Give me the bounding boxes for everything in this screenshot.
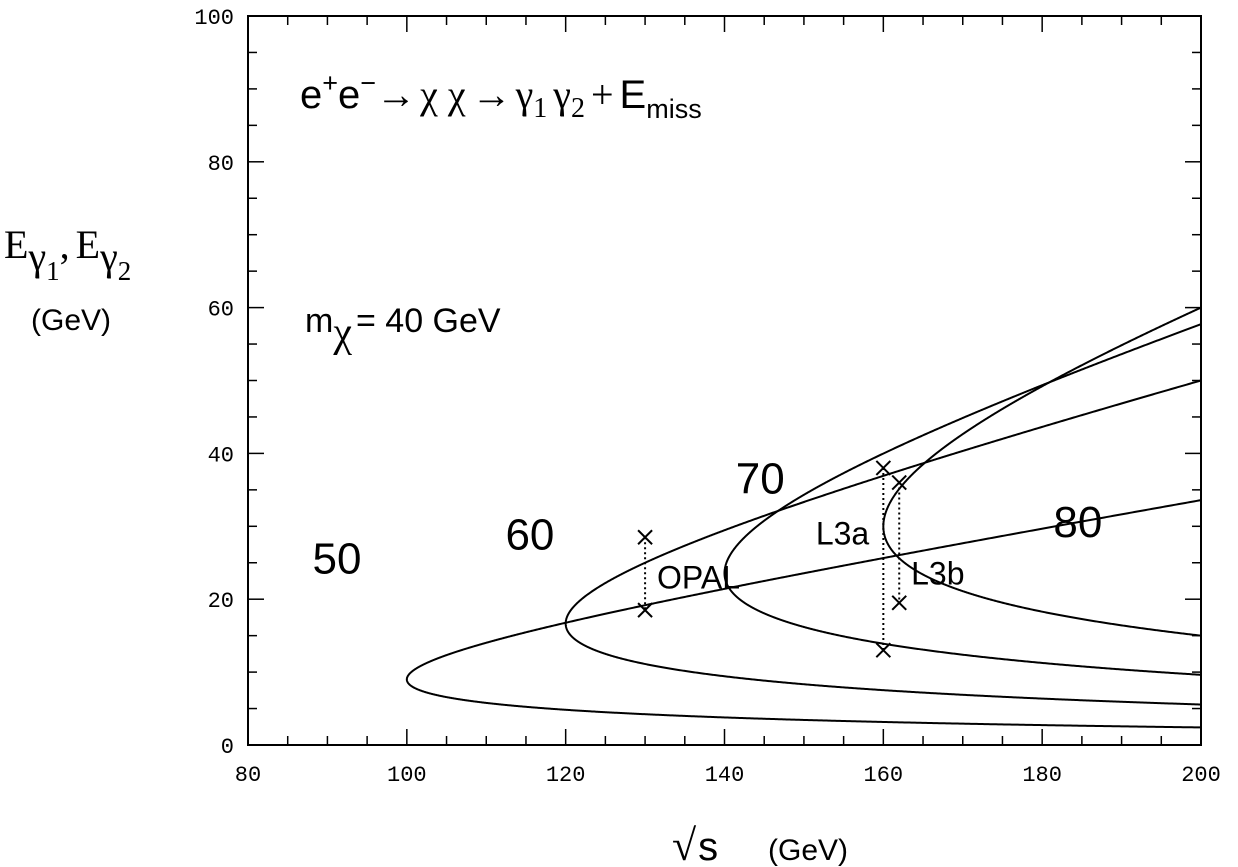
x-tick-label: 160 xyxy=(864,763,904,788)
y-tick-label: 40 xyxy=(208,443,234,468)
curves-group: 50 60 70 80 xyxy=(312,306,1202,729)
y-tick-label: 20 xyxy=(208,589,234,614)
plot-axes: 80 100 120 140 160 180 200 0 20 40 60 80 100 xyxy=(194,6,1220,788)
marker-label-OPAL: OPAL xyxy=(657,559,740,595)
y-tick-label: 0 xyxy=(221,735,234,760)
x-tick-label: 120 xyxy=(546,763,586,788)
curve-mselectron-70 xyxy=(723,323,1202,676)
marker-low-OPAL xyxy=(637,602,653,618)
y-tick-label: 80 xyxy=(208,152,234,177)
plot-frame xyxy=(247,15,1202,746)
x-tick-label: 80 xyxy=(235,763,261,788)
marker-label-L3a: L3a xyxy=(816,516,870,552)
chart-title: e+e−→ χ χ → γ1 γ2 + Emiss xyxy=(300,68,702,124)
x-tick-label: 200 xyxy=(1181,763,1221,788)
x-axis-label: √s xyxy=(672,821,718,867)
x-tick-label: 100 xyxy=(387,763,427,788)
curve-mselectron-60 xyxy=(564,379,1202,706)
mass-label: mχ = 40 GeV xyxy=(305,302,501,356)
marker-high-L3a xyxy=(875,460,892,476)
curve-label-60: 60 xyxy=(505,511,554,560)
x-tick-label: 140 xyxy=(705,763,745,788)
marker-high-L3b xyxy=(891,474,907,491)
y-axis-label: Eγ1, Eγ2 xyxy=(4,222,131,286)
marker-low-L3a xyxy=(875,642,892,658)
marker-low-L3b xyxy=(891,595,907,611)
curve-mselectron-50 xyxy=(405,499,1202,729)
curve-label-70: 70 xyxy=(736,454,785,503)
curve-label-80: 80 xyxy=(1053,498,1102,547)
y-tick-label: 100 xyxy=(194,6,234,31)
y-tick-label: 60 xyxy=(208,298,234,323)
curve-mselectron-80 xyxy=(882,306,1202,637)
marker-label-L3b: L3b xyxy=(911,556,964,592)
curve-label-50: 50 xyxy=(312,535,361,584)
marker-high-OPAL xyxy=(637,529,653,545)
y-axis-units: (GeV) xyxy=(31,304,111,337)
markers-group: OPAL L3a L3b xyxy=(637,460,965,658)
x-axis-units: (GeV) xyxy=(768,834,848,867)
x-tick-label: 180 xyxy=(1022,763,1062,788)
